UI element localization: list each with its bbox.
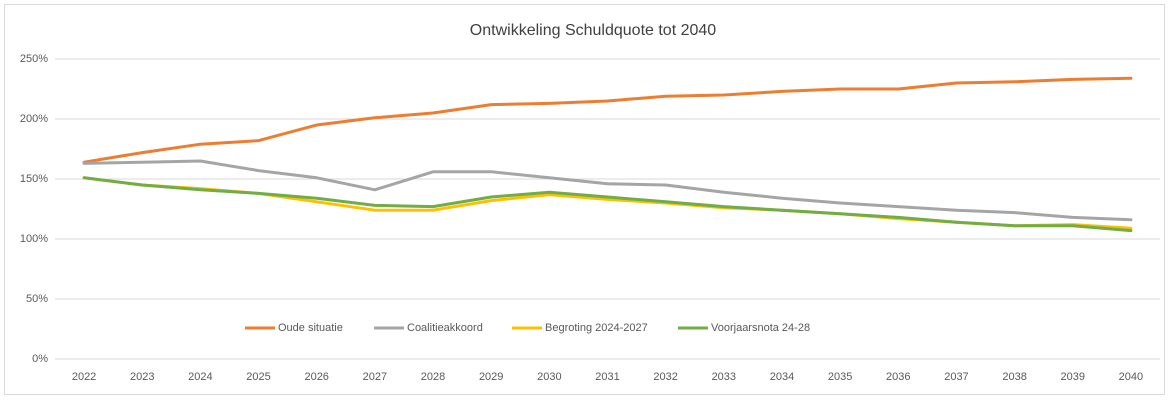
x-tick-label: 2034 (770, 371, 794, 383)
series-line (82, 176, 1133, 233)
chart-border (4, 4, 1165, 395)
legend-label: Begroting 2024-2027 (545, 322, 648, 334)
x-tick-label: 2036 (886, 371, 910, 383)
x-tick-label: 2028 (421, 371, 445, 383)
y-tick-label: 200% (20, 113, 48, 125)
x-tick-label: 2031 (595, 371, 619, 383)
x-tick-label: 2025 (246, 371, 270, 383)
x-tick-label: 2033 (712, 371, 736, 383)
legend-label: Coalitieakkoord (407, 322, 483, 334)
x-tick-label: 2039 (1061, 371, 1085, 383)
y-tick-label: 250% (20, 53, 48, 65)
x-tick-label: 2024 (188, 371, 212, 383)
chart-title: Ontwikkeling Schuldquote tot 2040 (470, 22, 716, 39)
x-tick-label: 2037 (944, 371, 968, 383)
x-tick-label: 2030 (537, 371, 561, 383)
x-tick-label: 2040 (1119, 371, 1143, 383)
legend-label: Voorjaarsnota 24-28 (711, 322, 810, 334)
x-tick-label: 2035 (828, 371, 852, 383)
y-tick-label: 150% (20, 173, 48, 185)
x-tick-label: 2026 (304, 371, 328, 383)
series-line (82, 159, 1133, 222)
y-tick-label: 50% (26, 293, 48, 305)
x-tick-label: 2029 (479, 371, 503, 383)
x-tick-label: 2027 (363, 371, 387, 383)
x-tick-label: 2032 (653, 371, 677, 383)
y-tick-label: 100% (20, 233, 48, 245)
series-line (82, 76, 1133, 164)
y-tick-label: 0% (32, 353, 48, 365)
x-tick-label: 2038 (1002, 371, 1026, 383)
legend-label: Oude situatie (278, 322, 343, 334)
x-tick-label: 2023 (130, 371, 154, 383)
x-tick-label: 2022 (72, 371, 96, 383)
